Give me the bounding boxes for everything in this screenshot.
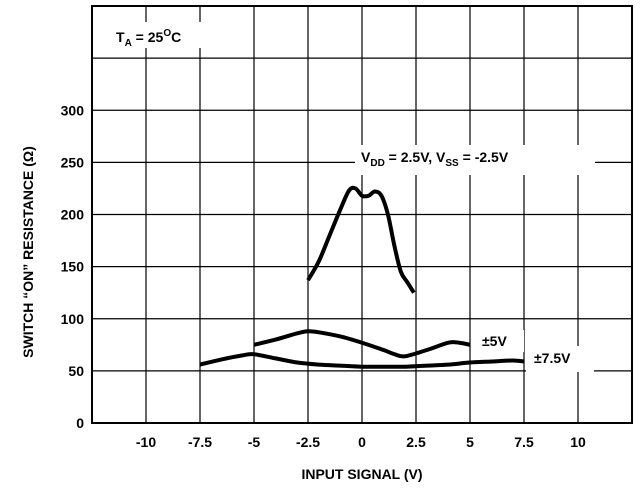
series-label-bg <box>355 145 595 175</box>
series-line <box>253 329 471 359</box>
y-tick-label: 200 <box>61 207 85 223</box>
condition-label: TA = 25OC <box>116 28 181 49</box>
y-tick-label: 50 <box>68 363 84 379</box>
series-label: ±5V <box>482 333 507 349</box>
y-tick-label: 150 <box>61 259 85 275</box>
x-tick-label: 2.5 <box>406 434 426 450</box>
condition-label-bg <box>108 22 206 48</box>
x-axis-title: INPUT SIGNAL (V) <box>301 466 422 482</box>
y-axis-title: SWITCH “ON” RESISTANCE (Ω) <box>20 146 36 358</box>
y-tick-label: 250 <box>61 154 85 170</box>
series-label-bg <box>474 330 524 352</box>
x-tick-label: 5 <box>466 434 474 450</box>
x-tick-label: -5 <box>248 434 261 450</box>
y-tick-label: 300 <box>61 102 85 118</box>
series-label: VDD = 2.5V, VSS = -2.5V <box>361 149 509 169</box>
series-label-bg <box>526 346 594 372</box>
x-tick-label: 7.5 <box>514 434 534 450</box>
y-tick-label: 100 <box>61 311 85 327</box>
x-tick-label: -7.5 <box>188 434 212 450</box>
series-group <box>199 185 525 369</box>
x-tick-label: 10 <box>570 434 586 450</box>
y-tick-label: 0 <box>76 415 84 431</box>
ticks-group: -10 -7.5 -5 -2.5 0 2.5 5 7.5 1005010015020025030… <box>61 102 586 450</box>
x-tick-label: -2.5 <box>296 434 320 450</box>
plot-frame <box>91 5 633 424</box>
series-line <box>306 185 416 294</box>
series-label: ±7.5V <box>534 350 571 366</box>
x-tick-label: 0 <box>358 434 366 450</box>
series-line <box>199 352 525 369</box>
x-tick-label: -10 <box>136 434 156 450</box>
